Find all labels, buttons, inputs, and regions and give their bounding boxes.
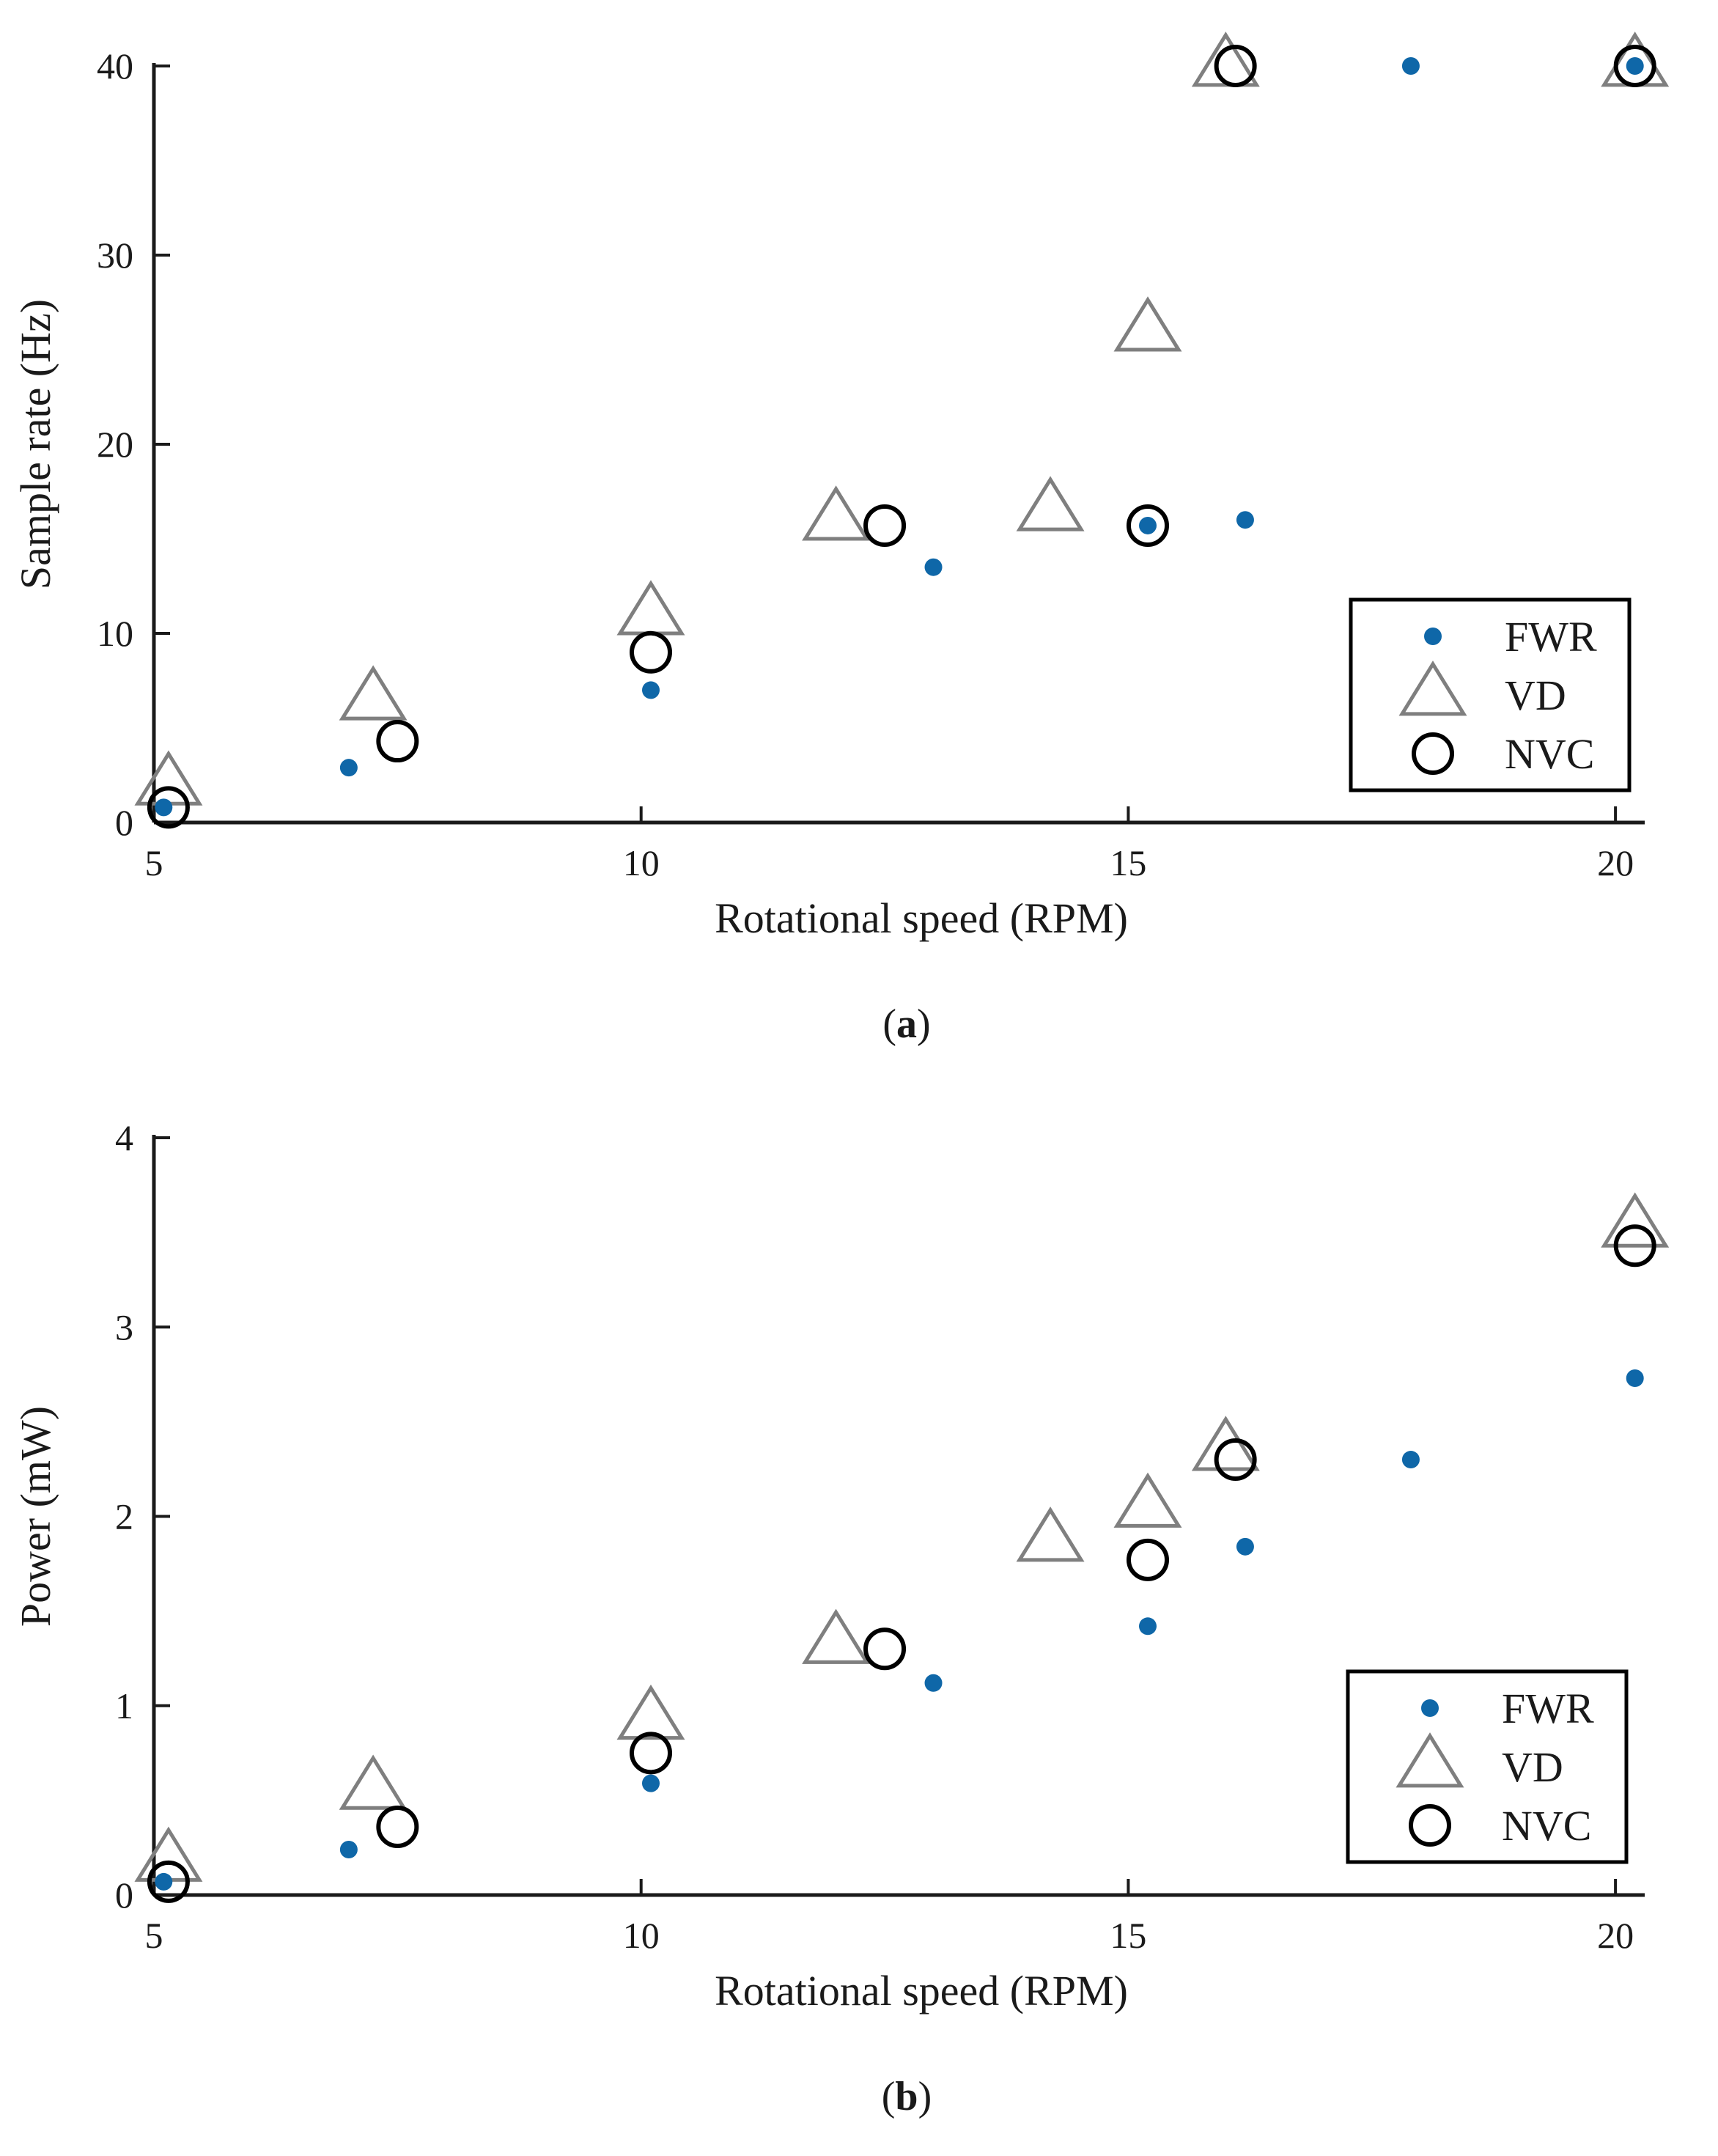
series-nvc — [147, 45, 1656, 829]
vd-point — [1601, 1192, 1670, 1248]
panel-letter: b — [895, 2074, 918, 2119]
y-tick-label: 4 — [115, 1117, 133, 1158]
x-tick-label: 5 — [145, 842, 163, 883]
legend-marker-vd — [1398, 661, 1467, 716]
x-tick-label: 10 — [623, 842, 660, 883]
legend-marker-fwr — [1421, 1699, 1439, 1717]
nvc-point — [1127, 504, 1169, 547]
nvc-point — [1613, 1224, 1656, 1268]
panel-caption: (a) — [882, 1001, 930, 1047]
x-tick-label: 20 — [1597, 842, 1634, 883]
legend-box — [1349, 597, 1632, 792]
panel-caption: (b) — [882, 2074, 932, 2119]
y-tick-label: 40 — [97, 45, 133, 87]
fwr-point — [155, 1872, 173, 1891]
x-tick-label: 20 — [1597, 1915, 1634, 1956]
legend-label-fwr: FWR — [1505, 613, 1597, 661]
nvc-point — [376, 1806, 419, 1849]
y-tick-label: 20 — [97, 424, 133, 465]
fwr-point — [924, 558, 943, 576]
nvc-point — [630, 1732, 672, 1775]
nvc-point — [863, 504, 907, 547]
y-tick-label: 2 — [115, 1496, 133, 1537]
legend-label-vd: VD — [1505, 672, 1566, 719]
fwr-point — [1626, 57, 1644, 75]
vd-point — [802, 1608, 871, 1664]
fwr-point — [1236, 1537, 1254, 1556]
nvc-point — [1127, 1538, 1169, 1581]
vd-point — [134, 750, 203, 806]
vd-point — [339, 665, 408, 721]
fwr-point — [1401, 57, 1420, 75]
vd-point — [616, 1684, 685, 1740]
legend-label-nvc: NVC — [1502, 1802, 1591, 1850]
x-axis-label: Rotational speed (RPM) — [715, 894, 1128, 942]
legend-marker-fwr — [1424, 628, 1442, 645]
vd-point — [802, 485, 871, 541]
nvc-point — [630, 630, 672, 674]
fwr-point — [1139, 1617, 1157, 1636]
fwr-point — [642, 681, 660, 699]
fwr-point — [155, 798, 173, 817]
y-tick-label: 3 — [115, 1306, 133, 1347]
nvc-point — [147, 786, 190, 829]
legend-label-nvc: NVC — [1505, 730, 1594, 778]
nvc-point — [1214, 45, 1257, 87]
y-tick-label: 0 — [115, 802, 133, 843]
y-tick-label: 1 — [115, 1685, 133, 1726]
vd-point — [1191, 1416, 1260, 1471]
nvc-point — [1613, 45, 1656, 87]
fwr-point — [1626, 1369, 1644, 1387]
fwr-point — [642, 1774, 660, 1792]
vd-point — [616, 580, 685, 636]
series-fwr — [155, 1369, 1644, 1891]
fwr-point — [1401, 1451, 1420, 1469]
legend: FWR VD NVC — [1349, 597, 1632, 792]
vd-point — [1016, 1506, 1085, 1562]
vd-point — [1191, 32, 1260, 87]
fwr-point — [924, 1674, 943, 1692]
legend-marker-nvc — [1412, 732, 1454, 775]
nvc-point — [376, 720, 419, 763]
fwr-point — [339, 1841, 358, 1859]
nvc-point — [147, 1860, 190, 1903]
fwr-point — [339, 759, 358, 777]
x-tick-label: 5 — [145, 1915, 163, 1956]
vd-point — [339, 1754, 408, 1810]
legend-marker-vd — [1396, 1732, 1464, 1788]
vd-point — [1113, 1472, 1182, 1528]
series-fwr — [155, 57, 1644, 817]
legend-marker-nvc — [1409, 1804, 1451, 1847]
panel-b-power-chart: 5 10 15 20 0 1 2 3 4 Rotational speed (RPM) Power … — [12, 1117, 1670, 2119]
panel-letter: a — [896, 1001, 917, 1047]
x-axis-label: Rotational speed (RPM) — [715, 1967, 1128, 2015]
y-tick-label: 30 — [97, 235, 133, 276]
nvc-point — [863, 1627, 907, 1671]
y-axis-label: Sample rate (Hz) — [12, 299, 59, 589]
nvc-point — [1214, 1438, 1257, 1482]
y-axis-label: Power (mW) — [12, 1406, 59, 1627]
fwr-point — [1236, 511, 1254, 529]
x-tick-label: 10 — [623, 1915, 660, 1956]
x-tick-label: 15 — [1110, 1915, 1146, 1956]
legend: FWR VD NVC — [1346, 1669, 1629, 1864]
legend-label-vd: VD — [1502, 1743, 1563, 1791]
fwr-point — [1139, 516, 1157, 534]
panel-a-sample-rate-chart: 5 10 15 20 0 10 20 30 40 Rotational speed (RPM) Sa… — [12, 32, 1670, 1047]
vd-point — [134, 1826, 203, 1882]
vd-point — [1113, 296, 1182, 352]
legend-label-fwr: FWR — [1502, 1685, 1594, 1732]
y-tick-label: 0 — [115, 1874, 133, 1916]
series-nvc — [147, 1224, 1656, 1903]
vd-point — [1016, 476, 1085, 531]
x-tick-label: 15 — [1110, 842, 1146, 883]
legend-box — [1346, 1669, 1629, 1864]
y-tick-label: 10 — [97, 613, 133, 654]
